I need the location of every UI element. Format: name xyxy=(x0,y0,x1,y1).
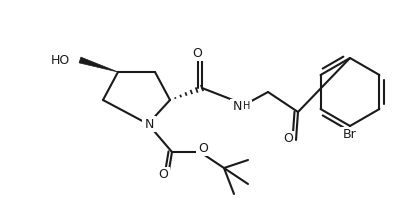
Text: O: O xyxy=(282,132,292,145)
Text: N: N xyxy=(232,100,241,113)
Text: O: O xyxy=(198,141,207,155)
Polygon shape xyxy=(79,57,118,72)
Text: O: O xyxy=(191,46,202,60)
Text: O: O xyxy=(158,169,168,181)
Text: HO: HO xyxy=(51,53,70,67)
Text: Br: Br xyxy=(342,128,356,141)
Text: N: N xyxy=(144,117,153,131)
Text: H: H xyxy=(243,101,250,111)
